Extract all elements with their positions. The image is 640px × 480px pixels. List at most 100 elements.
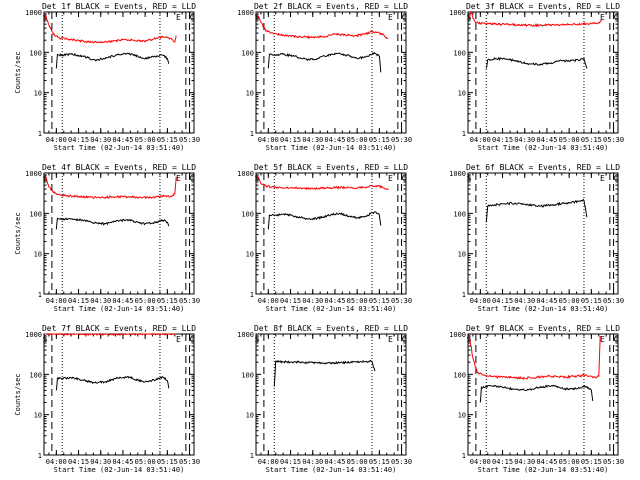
x-axis-label: Start Time (02-Jun-14 03:51:40)	[478, 466, 609, 474]
marker-e: E	[388, 174, 393, 183]
x-tick-label: 05:15	[581, 136, 602, 144]
plot-frame	[43, 333, 195, 456]
detector-panel-1: Det 1f BLACK = Events, RED = LLD 1 10 100 10…	[14, 2, 200, 152]
detector-panel-9: Det 9f BLACK = Events, RED = LLD 1 10 100 10…	[449, 324, 624, 474]
y-tick-label: 1	[38, 452, 42, 460]
marker-e: E	[176, 335, 181, 344]
y-tick-label: 1000	[449, 9, 466, 17]
x-tick-label: 04:00	[46, 297, 67, 305]
x-axis-label: Start Time (02-Jun-14 03:51:40)	[478, 305, 609, 313]
events-rate-line	[55, 217, 170, 230]
x-tick-label: 05:00	[559, 136, 580, 144]
lld-rate-line	[44, 13, 177, 44]
x-tick-label: 05:00	[135, 458, 156, 466]
panel-title: Det 8f BLACK = Events, RED = LLD	[254, 324, 408, 333]
y-axis-label: Counts/sec	[14, 373, 22, 415]
plot-frame	[255, 172, 407, 295]
y-tick-label: 100	[241, 49, 254, 57]
marker-s: S	[43, 13, 48, 22]
plot-frame	[467, 172, 619, 295]
marker-c: C	[614, 13, 619, 22]
panel-title: Det 3f BLACK = Events, RED = LLD	[466, 2, 620, 11]
x-axis-label: Start Time (02-Jun-14 03:51:40)	[54, 305, 185, 313]
panel-title: Det 4f BLACK = Events, RED = LLD	[42, 163, 196, 172]
x-tick-label: 04:00	[258, 297, 279, 305]
x-tick-label: 05:00	[135, 136, 156, 144]
events-rate-line	[485, 198, 588, 223]
y-tick-label: 1000	[25, 170, 42, 178]
plot-frame	[467, 333, 619, 456]
marker-c: C	[614, 174, 619, 183]
detector-panel-4: Det 4f BLACK = Events, RED = LLD 1 10 100 10…	[14, 163, 200, 313]
x-axis-label: Start Time (02-Jun-14 03:51:40)	[54, 144, 185, 152]
y-tick-label: 1000	[25, 331, 42, 339]
x-tick-label: 04:15	[68, 458, 89, 466]
x-tick-label: 05:15	[157, 297, 178, 305]
detector-panel-7: Det 7f BLACK = Events, RED = LLD 1 10 100 10…	[14, 324, 200, 474]
x-tick-label: 05:30	[179, 136, 200, 144]
detector-panel-2: Det 2f BLACK = Events, RED = LLD 1 10 100 10…	[237, 2, 412, 152]
marker-e: E	[600, 174, 605, 183]
y-tick-label: 10	[246, 412, 254, 420]
y-tick-label: 10	[246, 251, 254, 259]
detector-panel-8: Det 8f BLACK = Events, RED = LLD 1 10 100 10…	[237, 324, 412, 474]
x-tick-label: 05:15	[369, 458, 390, 466]
y-tick-label: 100	[241, 210, 254, 218]
x-tick-label: 04:15	[492, 136, 513, 144]
y-tick-label: 1	[462, 130, 466, 138]
x-tick-label: 05:30	[603, 458, 624, 466]
y-tick-label: 10	[458, 412, 466, 420]
x-tick-label: 04:45	[324, 136, 345, 144]
x-axis-label: Start Time (02-Jun-14 03:51:40)	[266, 305, 397, 313]
x-tick-label: 05:00	[135, 297, 156, 305]
marker-c: C	[614, 335, 619, 344]
marker-s: S	[467, 174, 472, 183]
plot-frame	[43, 11, 195, 134]
y-tick-label: 10	[34, 251, 42, 259]
panel-title: Det 1f BLACK = Events, RED = LLD	[42, 2, 196, 11]
x-tick-label: 04:15	[280, 136, 301, 144]
x-tick-label: 04:15	[492, 458, 513, 466]
marker-c: C	[190, 335, 195, 344]
lld-rate-line	[256, 13, 389, 40]
x-tick-label: 04:30	[90, 458, 111, 466]
panel-title: Det 2f BLACK = Events, RED = LLD	[254, 2, 408, 11]
y-axis-label: Counts/sec	[14, 51, 22, 93]
detector-panel-5: Det 5f BLACK = Events, RED = LLD 1 10 100 10…	[237, 163, 412, 313]
x-tick-label: 04:45	[112, 458, 133, 466]
y-tick-label: 1000	[449, 170, 466, 178]
y-tick-label: 100	[29, 371, 42, 379]
x-tick-label: 04:30	[514, 136, 535, 144]
y-tick-label: 1000	[237, 331, 254, 339]
x-tick-label: 05:30	[391, 297, 412, 305]
plot-frame	[467, 11, 619, 134]
x-tick-label: 05:00	[347, 136, 368, 144]
x-tick-label: 05:00	[347, 458, 368, 466]
marker-e: E	[600, 13, 605, 22]
x-tick-label: 05:30	[391, 136, 412, 144]
marker-c: C	[402, 335, 407, 344]
events-rate-line	[55, 52, 170, 69]
x-tick-label: 04:45	[324, 297, 345, 305]
x-tick-label: 05:15	[369, 297, 390, 305]
x-tick-label: 05:15	[157, 458, 178, 466]
events-rate-line	[273, 359, 376, 387]
marker-e: E	[388, 335, 393, 344]
events-rate-line	[267, 211, 382, 230]
x-tick-label: 04:15	[280, 297, 301, 305]
y-tick-label: 1	[250, 130, 254, 138]
x-tick-label: 05:00	[347, 297, 368, 305]
detector-panel-3: Det 3f BLACK = Events, RED = LLD 1 10 100 10…	[449, 2, 624, 152]
panel-title: Det 7f BLACK = Events, RED = LLD	[42, 324, 196, 333]
x-tick-label: 04:00	[46, 136, 67, 144]
x-tick-label: 04:15	[492, 297, 513, 305]
x-tick-label: 05:30	[179, 458, 200, 466]
x-tick-label: 04:15	[68, 136, 89, 144]
y-tick-label: 10	[34, 90, 42, 98]
y-tick-label: 10	[458, 90, 466, 98]
y-tick-label: 10	[34, 412, 42, 420]
x-tick-label: 04:00	[470, 297, 491, 305]
y-tick-label: 1000	[237, 9, 254, 17]
plot-frame	[255, 11, 407, 134]
